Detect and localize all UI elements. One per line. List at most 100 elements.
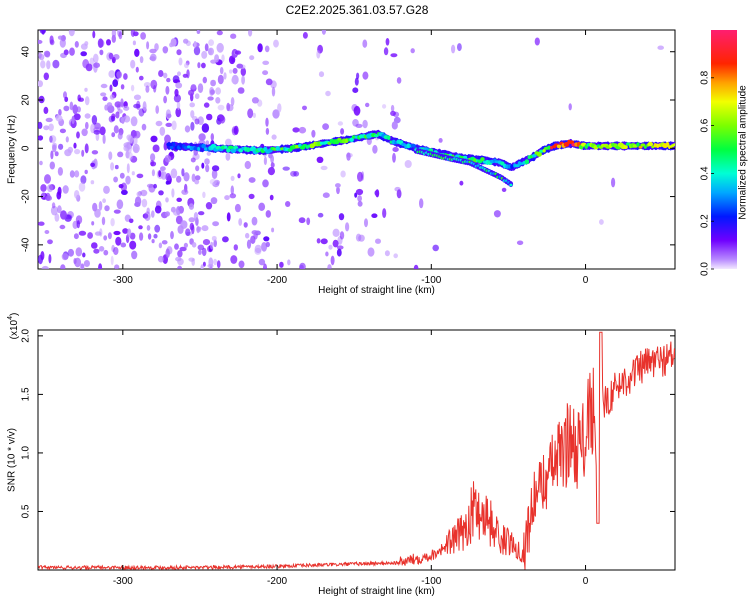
spectrogram-noise-speck (176, 175, 182, 183)
spectrogram-noise-speck (134, 202, 141, 207)
spectrogram-noise-speck (404, 160, 412, 168)
spectrogram-noise-speck (236, 63, 244, 69)
spectrogram-noise-speck (180, 220, 188, 229)
spectrogram-noise-speck (213, 258, 218, 266)
spectrogram-noise-speck (127, 152, 133, 161)
spectrogram-branch-core (509, 183, 513, 187)
spectrogram-noise-speck (330, 255, 335, 266)
spectrogram-noise-speck (104, 205, 110, 212)
spectrogram-noise-speck (181, 168, 185, 177)
spectrogram-noise-speck (190, 157, 196, 163)
spectrogram-ridge-core (547, 145, 551, 150)
spectrogram-noise-speck (354, 77, 359, 86)
spectrogram-noise-speck (102, 134, 106, 145)
spectrogram-noise-speck (69, 47, 75, 56)
spectrogram-noise-speck (121, 116, 125, 124)
spectrogram-noise-speck (62, 185, 69, 194)
spectrogram-noise-speck (130, 59, 136, 69)
spectrogram-noise-speck (108, 70, 116, 78)
spectrogram-noise-speck (211, 169, 218, 180)
spectrogram-noise-speck (251, 97, 259, 104)
spectrogram-noise-speck (47, 184, 53, 193)
spectrogram-noise-speck (198, 133, 206, 141)
spectrogram-noise-speck (99, 49, 104, 56)
spectrogram-noise-speck (336, 245, 344, 250)
spectrogram-noise-speck (346, 152, 351, 161)
spectrogram-noise-speck (45, 195, 52, 201)
spectrogram-noise-speck (214, 54, 220, 63)
spectrogram-noise-speck (133, 94, 142, 101)
spectrogram-noise-speck (119, 172, 125, 179)
spectrogram-noise-speck (132, 143, 140, 154)
spectrogram-noise-speck (229, 69, 233, 74)
spectrogram-noise-speck (247, 108, 254, 119)
spectrogram-noise-speck (238, 260, 245, 269)
spectrogram-noise-speck (141, 198, 148, 208)
spectrogram-noise-speck (106, 102, 113, 108)
spectrogram-noise-speck (55, 114, 63, 122)
spectrogram-noise-speck (171, 188, 175, 198)
spectrogram-noise-speck (76, 220, 81, 229)
spectrogram-noise-speck (129, 232, 136, 240)
spectrogram-noise-speck (340, 128, 345, 135)
spectrogram-noise-speck (113, 209, 121, 214)
spectrogram-noise-speck (141, 123, 147, 131)
spectrogram-noise-speck (194, 118, 200, 125)
spectrogram-noise-speck (282, 166, 290, 171)
spectrogram-noise-speck (205, 202, 213, 210)
spectrogram-noise-speck (413, 264, 419, 269)
spectrogram-noise-speck (271, 134, 277, 140)
spectrogram-noise-speck (177, 71, 181, 76)
spectrogram-noise-speck (241, 75, 246, 85)
spectrogram-ridge-core (665, 142, 670, 147)
spectrogram-noise-speck (73, 113, 81, 121)
spectrogram-noise-speck (151, 239, 155, 244)
spectrogram-noise-speck (332, 239, 339, 248)
spectrogram-noise-speck (271, 227, 275, 233)
spectrogram-noise-speck (136, 173, 144, 179)
spectrogram-noise-speck (355, 188, 364, 196)
spectrogram-noise-speck (451, 44, 456, 54)
spectrogram-noise-speck (84, 87, 88, 92)
spectrogram-noise-speck (230, 255, 238, 264)
spectrogram-noise-speck (231, 77, 236, 83)
spectrogram-noise-speck (92, 30, 96, 39)
spectrogram-noise-speck (72, 220, 78, 229)
spectrogram-noise-speck (365, 102, 370, 108)
spectrogram-noise-speck (165, 122, 173, 127)
spectrogram-noise-speck (336, 186, 340, 195)
spectrogram-noise-speck (265, 127, 270, 135)
spectrogram-noise-speck (225, 138, 232, 147)
spectrogram-ridge-core (510, 164, 514, 169)
spectrogram-noise-speck (152, 144, 160, 153)
spectrogram-noise-speck (219, 67, 224, 75)
spectrogram-noise-speck (84, 113, 91, 119)
spectrogram-noise-speck (120, 84, 125, 90)
spectrogram-noise-speck (68, 30, 75, 37)
spectrogram-noise-speck (72, 104, 78, 115)
spectrogram-noise-speck (48, 123, 54, 132)
spectrogram-noise-speck (52, 59, 60, 69)
spectrogram-noise-speck (353, 105, 361, 116)
spectrogram-noise-speck (170, 231, 174, 240)
spectrogram-noise-speck (44, 51, 51, 58)
spectrogram-noise-speck (153, 183, 158, 189)
spectrogram-noise-speck (230, 97, 235, 106)
spectrogram-noise-speck (165, 211, 170, 217)
spectrogram-noise-speck (115, 236, 122, 246)
spectrogram-noise-speck (217, 74, 224, 85)
spectrogram-noise-speck (150, 153, 156, 162)
spectrogram-ridge-core (643, 145, 647, 149)
spectrogram-noise-speck (190, 110, 195, 119)
spectrogram-noise-speck (383, 47, 389, 56)
spectrogram-noise-speck (157, 255, 165, 263)
spectrogram-noise-speck (219, 115, 226, 124)
spectrogram-noise-speck (43, 72, 49, 81)
spectrogram-noise-speck (80, 263, 85, 269)
spectrogram-noise-speck (233, 244, 238, 251)
spectrogram-noise-speck (251, 216, 258, 226)
spectrogram-noise-speck (61, 253, 69, 261)
spectrogram-noise-speck (153, 233, 158, 239)
spectrogram-noise-speck (244, 160, 251, 170)
spectrogram-ridge-core (636, 142, 640, 147)
